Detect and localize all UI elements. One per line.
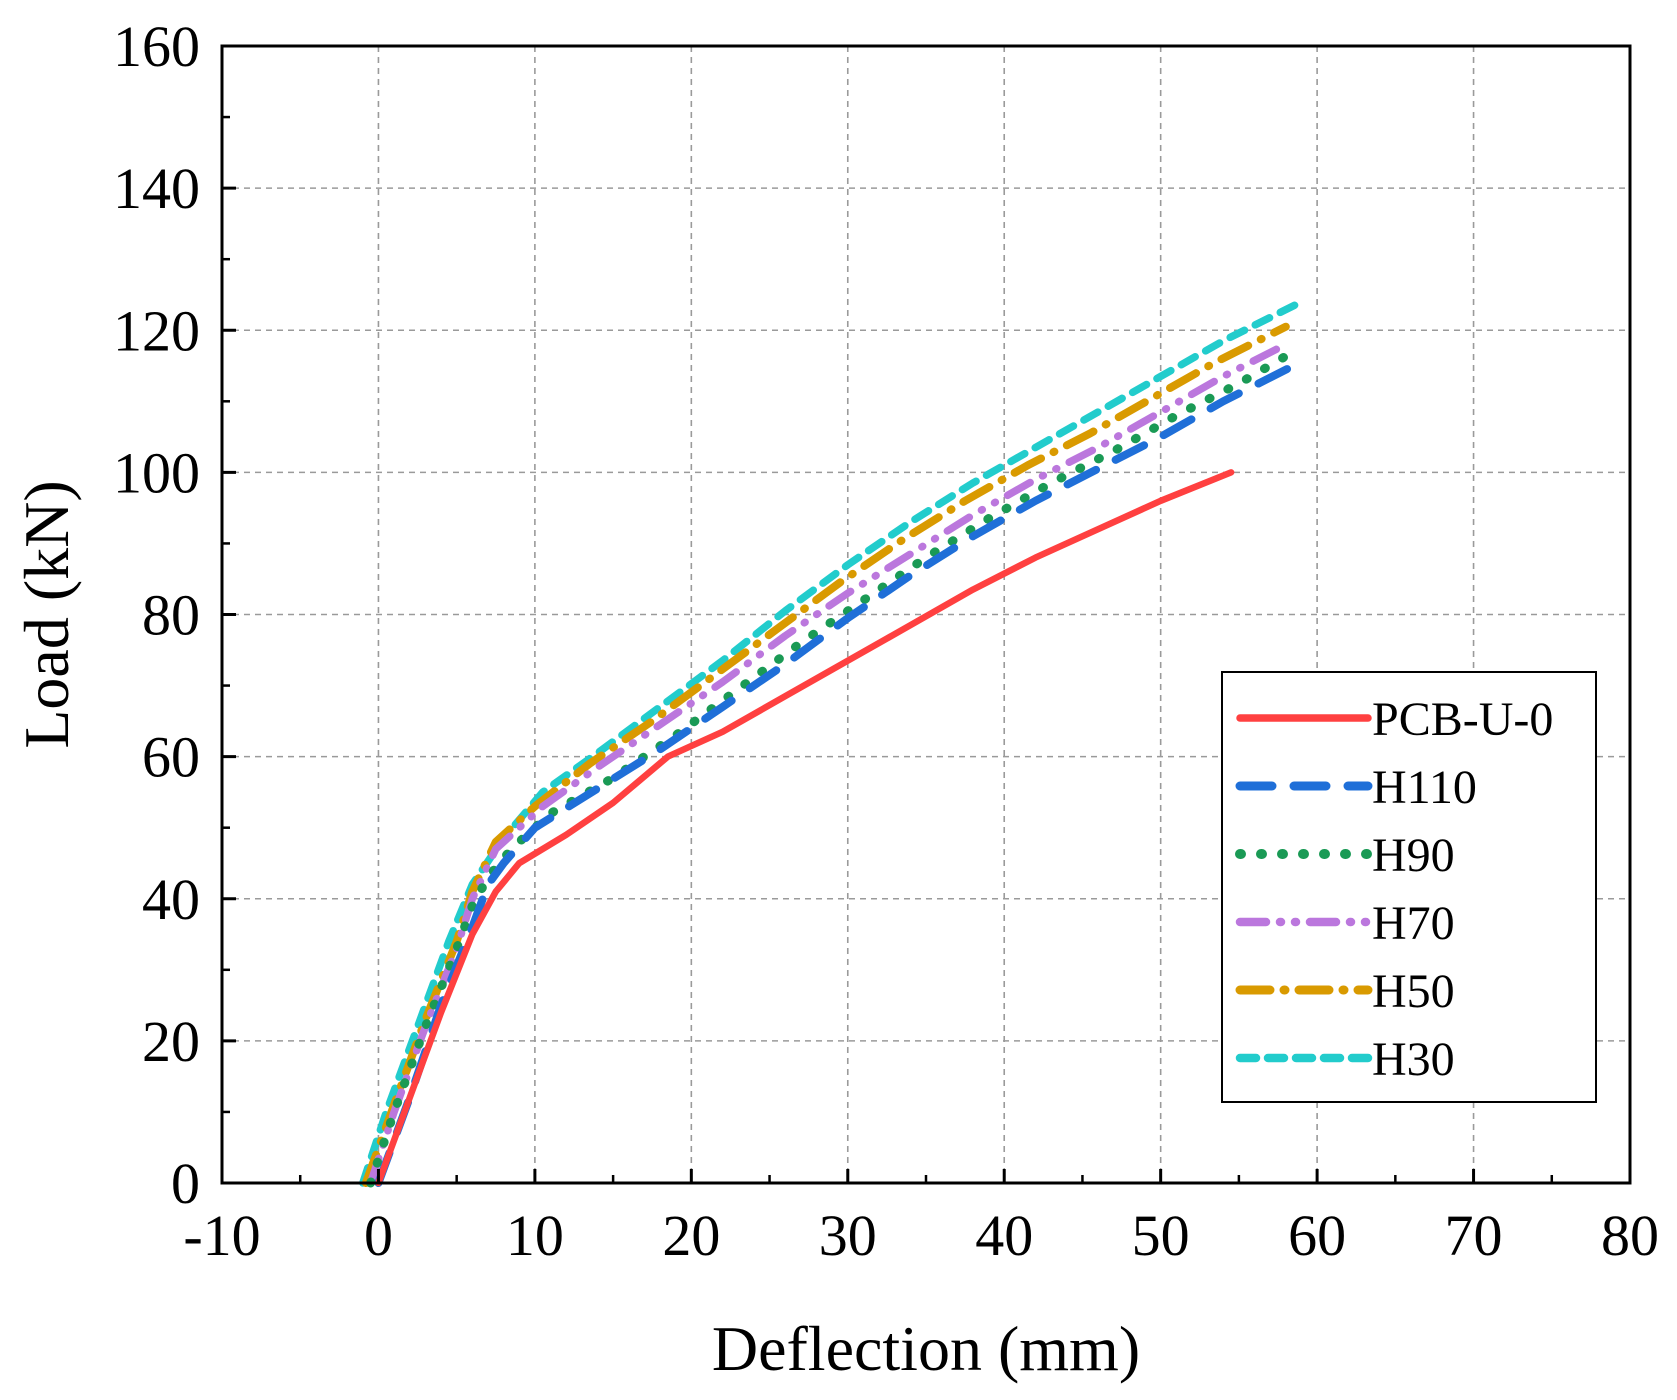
legend-label: H70 [1372, 897, 1455, 950]
legend-label: H110 [1372, 761, 1477, 814]
x-tick-label: 20 [662, 1203, 720, 1268]
y-tick-label: 40 [142, 867, 200, 932]
x-tick-label: 10 [506, 1203, 564, 1268]
legend-label: H30 [1372, 1033, 1455, 1086]
series-line-h90 [366, 347, 1299, 1188]
y-tick-label: 100 [113, 440, 200, 505]
x-tick-label: 50 [1132, 1203, 1190, 1268]
y-axis-title: Load (kN) [11, 480, 82, 748]
series-line-pcb-u-0 [375, 469, 1235, 1187]
x-tick-label: 70 [1445, 1203, 1503, 1268]
x-tick-label: 30 [819, 1203, 877, 1268]
y-tick-label: 120 [113, 298, 200, 363]
x-tick-label: 0 [364, 1203, 393, 1268]
legend-label: H90 [1372, 829, 1455, 882]
ticks: -10 0 10 20 30 40 50 60 70 8002040608010012014016… [113, 14, 1659, 1268]
x-tick-label: -10 [183, 1203, 260, 1268]
grid [222, 46, 1630, 1183]
x-tick-label: 80 [1601, 1203, 1659, 1268]
x-tick-label: 60 [1288, 1203, 1346, 1268]
y-tick-label: 0 [171, 1151, 200, 1216]
legend-label: PCB-U-0 [1372, 693, 1553, 746]
legend-label: H50 [1372, 965, 1455, 1018]
y-tick-label: 140 [113, 156, 200, 221]
series-layer [359, 298, 1306, 1188]
y-tick-label: 80 [142, 583, 200, 648]
legend-box [1221, 671, 1597, 1103]
series-line-h110 [374, 361, 1298, 1187]
series-line-h30 [359, 298, 1306, 1187]
y-tick-label: 60 [142, 725, 200, 790]
y-tick-label: 160 [113, 14, 200, 79]
x-axis-title: Deflection (mm) [712, 1313, 1140, 1384]
legend: PCB-U-0 H110 H90 H70 H50 H30 [1221, 671, 1597, 1103]
y-tick-label: 20 [142, 1009, 200, 1074]
x-tick-label: 40 [975, 1203, 1033, 1268]
